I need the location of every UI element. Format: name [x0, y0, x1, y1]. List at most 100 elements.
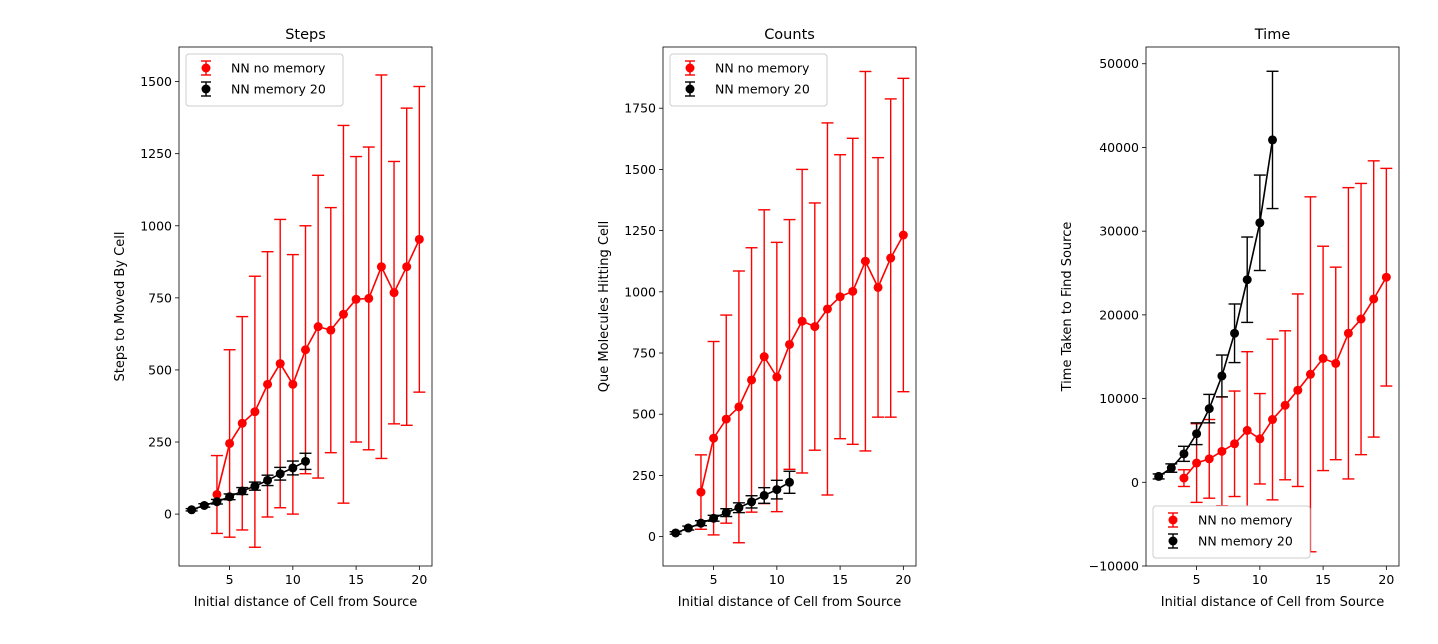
data-point: [721, 414, 731, 424]
data-point: [326, 325, 336, 335]
y-tick-label: 250: [148, 435, 172, 450]
x-tick-label: 20: [1378, 572, 1394, 587]
data-point: [212, 497, 222, 507]
data-point: [709, 513, 719, 523]
data-point: [263, 379, 273, 389]
data-point: [671, 528, 681, 538]
x-tick-label: 5: [710, 572, 718, 587]
x-tick-label: 10: [1252, 572, 1268, 587]
data-point: [873, 282, 883, 292]
data-point: [187, 505, 197, 515]
data-point: [1356, 314, 1366, 324]
y-tick-label: −10000: [1089, 559, 1139, 574]
y-tick-label: 30000: [1099, 224, 1139, 239]
data-point: [301, 456, 310, 466]
series-0: [694, 70, 910, 544]
y-tick-label: 50000: [1099, 56, 1139, 71]
legend-label: NN memory 20: [1198, 534, 1293, 549]
legend-box: [1152, 505, 1311, 559]
x-tick-label: 15: [1315, 572, 1331, 587]
data-point: [1343, 328, 1353, 338]
x-tick-label: 20: [411, 572, 427, 587]
y-tick-label: 0: [1131, 475, 1139, 490]
y-tick-label: 1000: [140, 218, 172, 233]
y-tick-label: 500: [632, 407, 656, 422]
legend-label: NN no memory: [1198, 513, 1293, 528]
data-point: [1255, 434, 1265, 444]
x-axis-label: Initial distance of Cell from Source: [1161, 595, 1384, 610]
x-tick-label: 15: [348, 572, 364, 587]
series-line: [191, 460, 306, 511]
y-tick-label: 1500: [624, 162, 656, 177]
data-point: [1217, 371, 1227, 381]
data-point: [747, 375, 757, 385]
data-point: [288, 463, 298, 473]
data-point: [1305, 369, 1315, 379]
legend-marker: [201, 63, 211, 73]
data-point: [225, 438, 235, 448]
data-point: [1369, 294, 1379, 304]
series-0: [1177, 160, 1393, 553]
x-tick-label: 15: [832, 572, 848, 587]
series-1: [669, 470, 796, 538]
data-point: [1166, 463, 1176, 473]
y-tick-label: 0: [164, 507, 172, 522]
data-point: [250, 481, 260, 491]
data-point: [225, 492, 235, 502]
data-point: [199, 500, 209, 510]
y-tick-label: 0: [648, 529, 656, 544]
data-point: [250, 407, 260, 417]
data-point: [212, 489, 222, 499]
data-point: [263, 475, 273, 485]
data-point: [1293, 385, 1303, 395]
chart-panel-0: Steps 5 10 15 20 0 250 500 750 1000 1250 1500 Initia…: [113, 27, 433, 610]
data-point: [772, 485, 782, 495]
x-axis-label: Initial distance of Cell from Source: [194, 595, 417, 610]
data-point: [376, 262, 386, 272]
y-tick-label: 1750: [624, 101, 656, 116]
chart-panel-1: Counts 5 10 15 20 0 250 500 750 1000 1250 1500 1750 I…: [597, 27, 917, 610]
data-point: [860, 256, 870, 266]
data-point: [1204, 454, 1214, 464]
data-point: [338, 309, 348, 319]
data-point: [389, 288, 399, 298]
legend-box: [185, 53, 344, 107]
legend-marker: [1168, 515, 1178, 525]
y-tick-label: 250: [632, 468, 656, 483]
data-point: [1268, 135, 1277, 145]
y-tick-label: 750: [148, 290, 172, 305]
data-point: [364, 293, 374, 303]
data-point: [313, 322, 323, 332]
data-point: [734, 503, 744, 513]
x-tick-label: 5: [226, 572, 234, 587]
chart-title: Time: [1254, 27, 1291, 43]
data-point: [288, 379, 298, 389]
x-tick-label: 20: [895, 572, 911, 587]
data-point: [747, 497, 757, 507]
data-point: [822, 304, 832, 314]
data-point: [696, 518, 706, 528]
data-point: [1242, 425, 1252, 435]
data-point: [1280, 400, 1290, 410]
data-point: [237, 418, 247, 428]
x-tick-label: 10: [769, 572, 785, 587]
y-axis-label: Time Taken to Find Source: [1060, 222, 1075, 393]
data-point: [848, 286, 858, 296]
legend-label: NN memory 20: [231, 82, 326, 97]
legend-marker: [1168, 536, 1178, 546]
data-point: [721, 508, 731, 518]
data-point: [785, 477, 794, 487]
data-point: [1230, 439, 1240, 449]
y-tick-label: 500: [148, 362, 172, 377]
legend: NN no memory NN memory 20: [1152, 505, 1311, 559]
data-point: [898, 230, 908, 240]
data-point: [237, 486, 247, 496]
data-point: [683, 523, 693, 533]
series-0: [210, 74, 426, 548]
y-tick-label: 20000: [1099, 307, 1139, 322]
axes-frame: [1145, 46, 1400, 567]
legend-label: NN memory 20: [715, 82, 810, 97]
legend-marker: [201, 84, 211, 94]
data-point: [1381, 272, 1391, 282]
legend-marker: [685, 63, 695, 73]
